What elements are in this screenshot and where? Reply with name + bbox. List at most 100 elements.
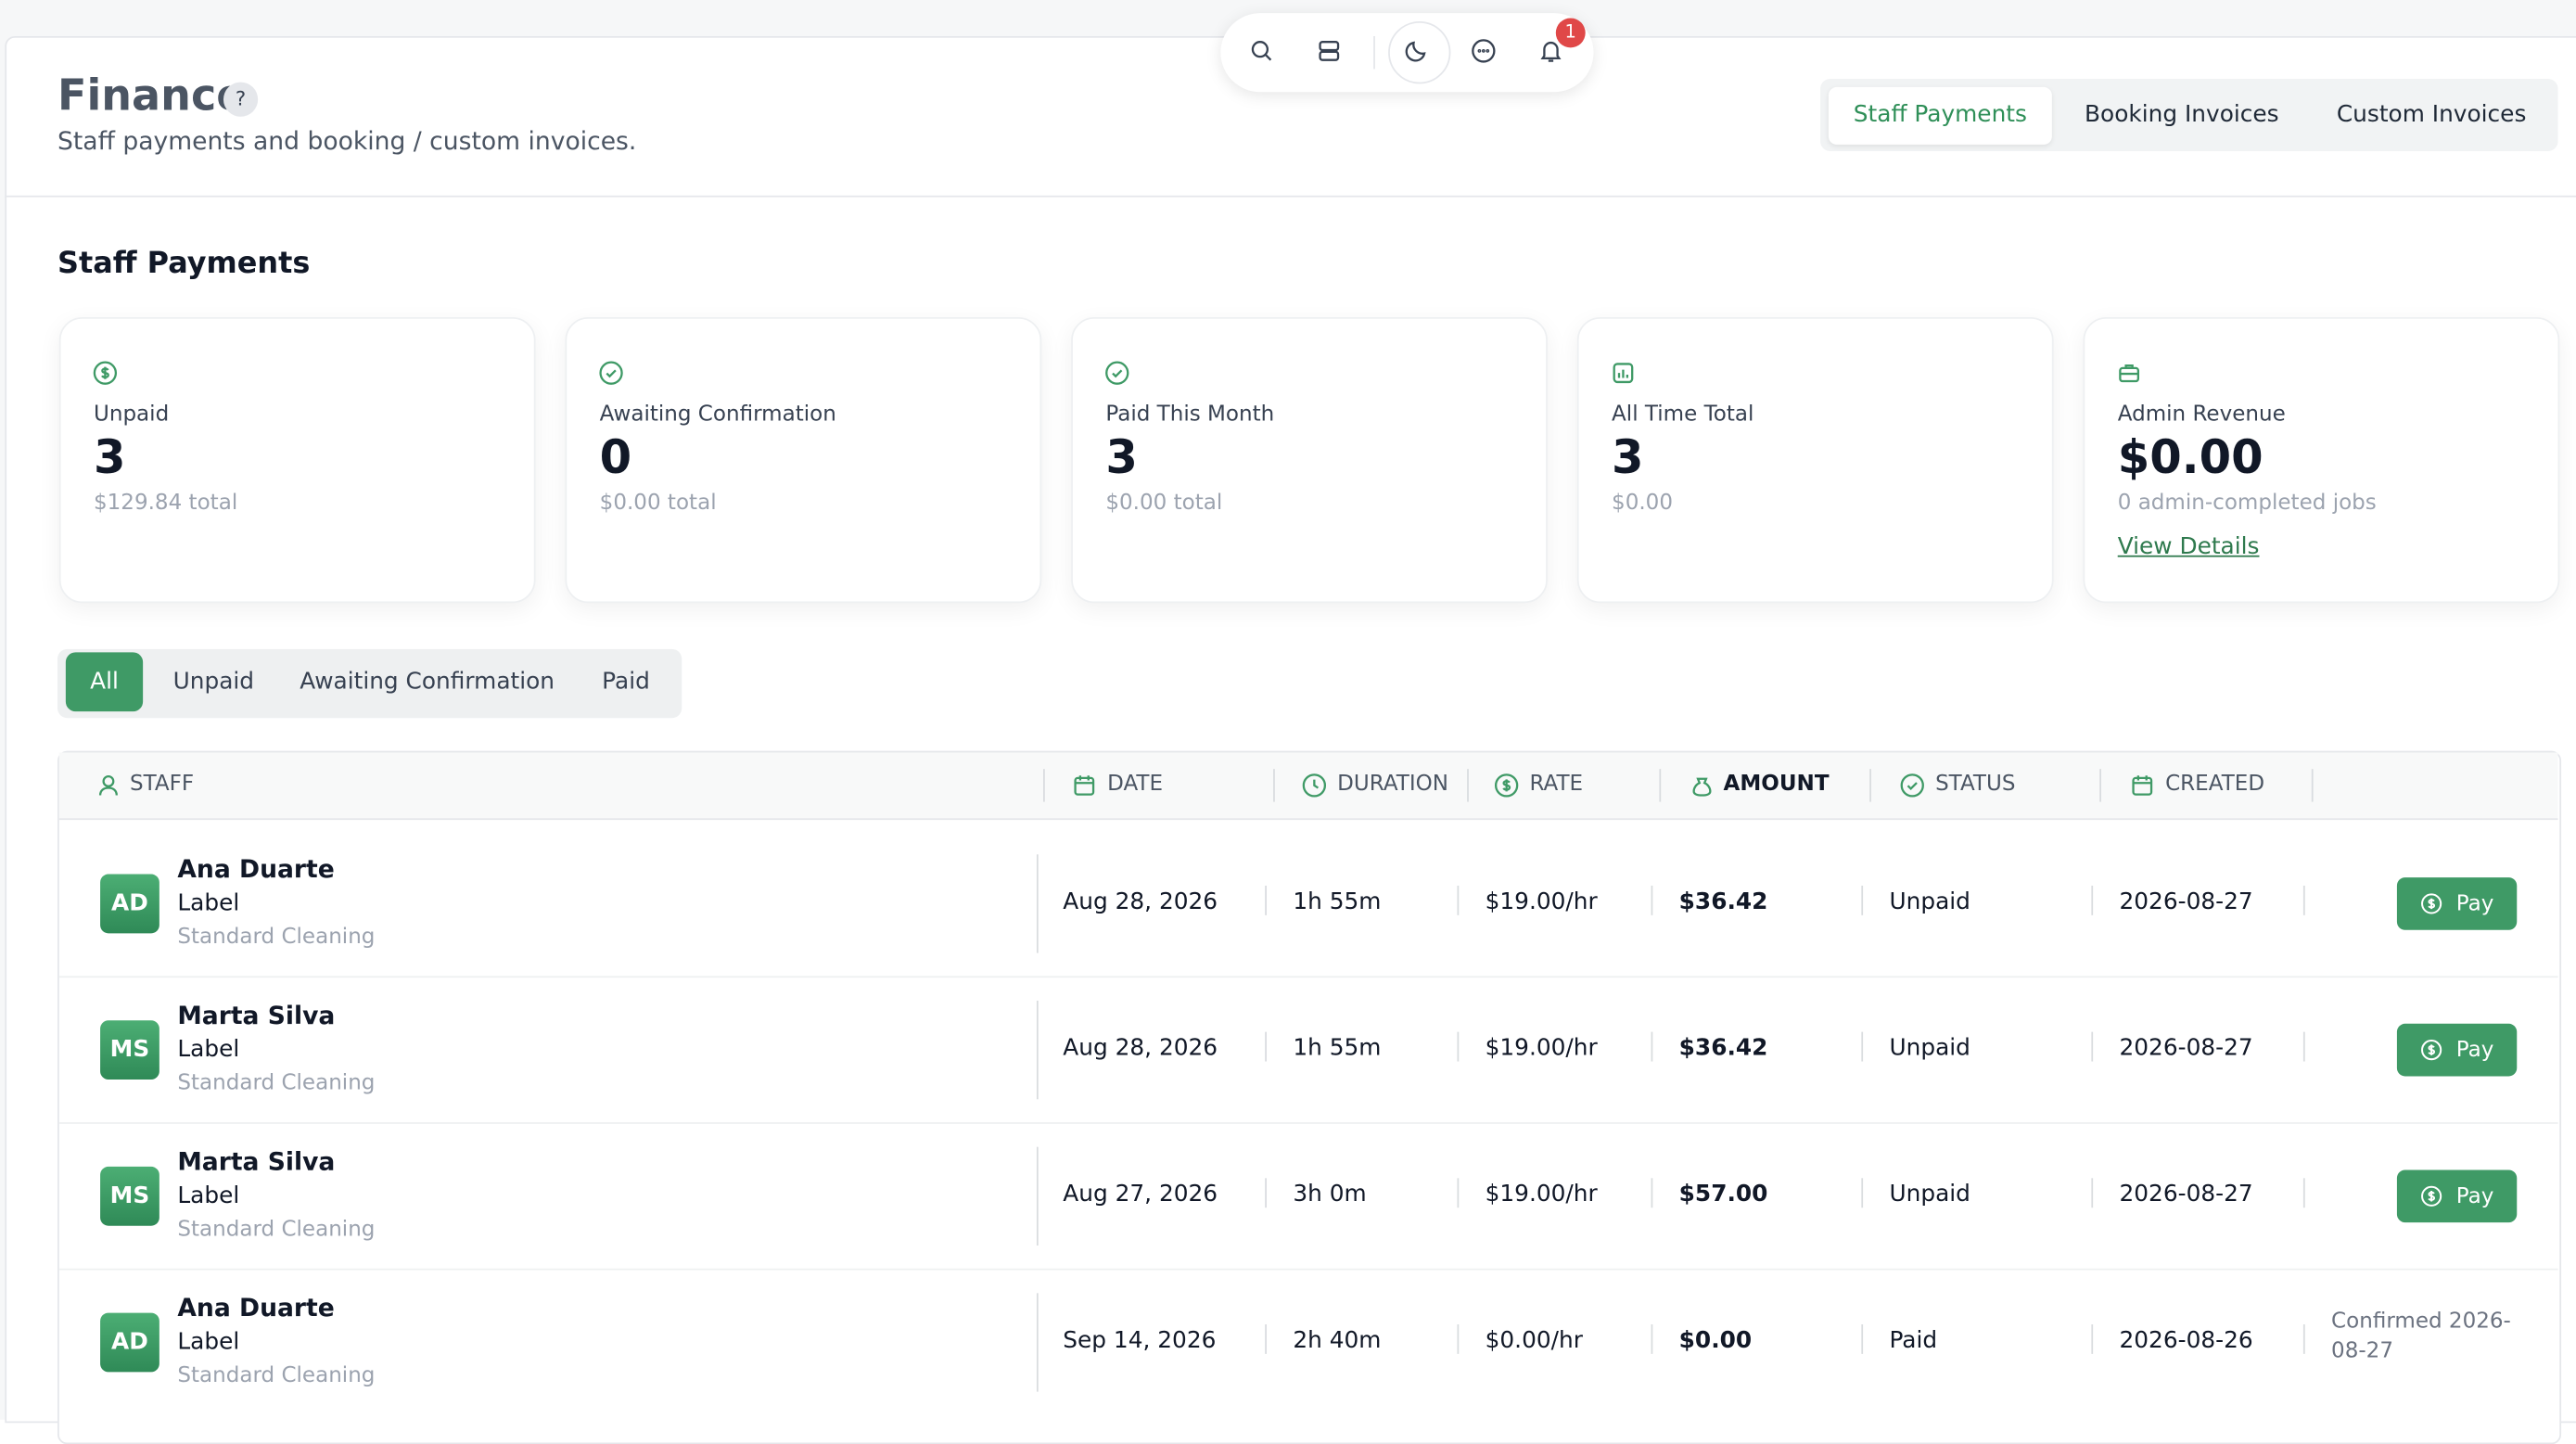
duration: 3h 0m (1293, 1181, 1367, 1208)
filter-tab[interactable]: All (65, 652, 144, 712)
search-button[interactable] (1248, 38, 1274, 64)
cell-separator (1036, 854, 1039, 953)
stat-card: Paid This Month 3 $0.00 total (1071, 316, 1548, 604)
pay-button[interactable]: Pay (2396, 1169, 2518, 1223)
filter-group (57, 648, 682, 719)
filter-tab[interactable]: Paid (602, 669, 650, 696)
card-value: 3 (1105, 430, 1138, 485)
tab[interactable]: Staff Payments (1828, 86, 2052, 145)
staff-label: Label (177, 1036, 240, 1064)
pay-button[interactable]: Pay (2396, 877, 2518, 930)
column-separator (1273, 769, 1275, 802)
duration: 1h 55m (1293, 1035, 1382, 1062)
column-header[interactable]: AMOUNT (1723, 772, 1830, 798)
rate: $19.00/hr (1485, 1035, 1598, 1062)
status: Unpaid (1889, 888, 1970, 915)
filter-tab[interactable]: Awaiting Confirmation (300, 669, 555, 696)
layout-button[interactable] (1316, 38, 1342, 64)
page-subtitle: Staff payments and booking / custom invo… (57, 126, 637, 157)
filter-tab[interactable]: Unpaid (172, 669, 255, 696)
pay-label: Pay (2455, 891, 2494, 916)
cell-separator (1861, 885, 1864, 915)
section-title: Staff Payments (57, 246, 311, 281)
cell-separator (1265, 1178, 1267, 1208)
column-header[interactable]: CREATED (2165, 772, 2265, 798)
cell-separator (1457, 885, 1460, 915)
column-separator (2311, 769, 2314, 802)
cell-separator (1651, 1178, 1653, 1208)
status: Unpaid (1889, 1035, 1970, 1062)
cell-separator (1036, 1146, 1039, 1246)
staff-label: Label (177, 1182, 240, 1209)
card-label: Unpaid (93, 403, 170, 428)
pay-button[interactable]: Pay (2396, 1023, 2518, 1077)
duration: 2h 40m (1293, 1327, 1382, 1354)
stat-card: Admin Revenue $0.00 0 admin-completed jobs… (2083, 316, 2560, 604)
column-header[interactable]: STAFF (129, 772, 195, 798)
table (57, 750, 2562, 1444)
help-button[interactable]: ? (223, 82, 259, 117)
tab[interactable]: Booking Invoices (2085, 101, 2279, 129)
staff-name: Marta Silva (177, 1000, 336, 1030)
service: Standard Cleaning (177, 1217, 376, 1243)
amount: $0.00 (1678, 1327, 1753, 1354)
cell-separator (2302, 1031, 2305, 1062)
created: 2026-08-26 (2119, 1327, 2253, 1354)
pay-icon (2420, 1039, 2443, 1062)
created: 2026-08-27 (2119, 1035, 2253, 1062)
avatar: MS (100, 1166, 159, 1226)
cell-separator (2091, 1031, 2094, 1062)
service: Standard Cleaning (177, 1071, 376, 1096)
stat-card: Awaiting Confirmation 0 $0.00 total (565, 316, 1042, 604)
column-icon (2129, 773, 2155, 799)
header-divider (5, 195, 2576, 198)
cell-separator (1861, 1031, 1864, 1062)
row-divider (58, 1122, 2558, 1124)
amount: $36.42 (1678, 1035, 1768, 1062)
staff-label: Label (177, 890, 240, 917)
cell-separator (1861, 1178, 1864, 1208)
duration: 1h 55m (1293, 888, 1382, 915)
card-sub: 0 admin-completed jobs (2117, 491, 2377, 517)
cell-separator (2091, 1323, 2094, 1354)
table-header (58, 752, 2558, 821)
card-label: Admin Revenue (2117, 403, 2286, 428)
column-separator (1659, 769, 1662, 802)
card-label: Paid This Month (1105, 403, 1275, 428)
column-header[interactable]: RATE (1529, 772, 1584, 798)
card-value: 3 (93, 430, 126, 485)
column-icon (1689, 773, 1715, 799)
cell-separator (2302, 1323, 2305, 1354)
avatar: AD (100, 1312, 159, 1373)
column-separator (2099, 769, 2102, 802)
pay-icon (2420, 892, 2443, 915)
card-sub: $0.00 total (599, 491, 717, 517)
cell-separator (1265, 1031, 1267, 1062)
staff-label: Label (177, 1329, 240, 1356)
cell-separator (1265, 1323, 1267, 1354)
confirmed-note: Confirmed 2026-08-27 (2331, 1310, 2511, 1364)
column-header[interactable]: DURATION (1337, 772, 1449, 798)
cell-separator (1265, 885, 1267, 915)
cell-separator (2091, 1178, 2094, 1208)
service: Standard Cleaning (177, 925, 376, 951)
divider (1373, 35, 1375, 70)
column-header[interactable]: STATUS (1935, 772, 2016, 798)
cell-separator (1457, 1031, 1460, 1062)
card-icon (1104, 360, 1130, 386)
chat-button[interactable] (1471, 38, 1497, 64)
card-value: 0 (599, 430, 632, 485)
column-header[interactable]: DATE (1107, 772, 1164, 798)
status: Paid (1889, 1327, 1938, 1354)
stat-card: All Time Total 3 $0.00 (1576, 316, 2054, 604)
column-separator (1043, 769, 1045, 802)
card-label: All Time Total (1612, 403, 1754, 428)
rate: $19.00/hr (1485, 1181, 1598, 1208)
notifications-button[interactable] (1537, 38, 1563, 64)
card-link[interactable]: View Details (2117, 533, 2260, 561)
notification-badge: 1 (1555, 18, 1586, 48)
tab[interactable]: Custom Invoices (2336, 101, 2527, 129)
pay-label: Pay (2455, 1183, 2494, 1209)
created: 2026-08-27 (2119, 1181, 2253, 1208)
